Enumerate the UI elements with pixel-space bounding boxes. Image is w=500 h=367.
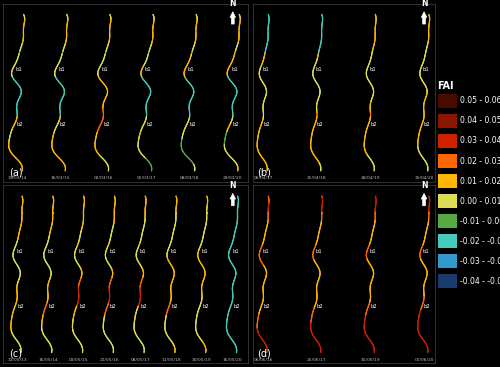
Text: 16/05/14: 16/05/14 [38,357,58,361]
Text: b2: b2 [263,304,270,309]
Text: 02/03/16: 02/03/16 [94,176,113,180]
Text: -0.03 - -0.02: -0.03 - -0.02 [460,257,500,266]
Text: b2: b2 [190,122,196,127]
Text: 0.03 - 0.04: 0.03 - 0.04 [460,137,500,145]
Text: (a): (a) [8,167,22,177]
Text: 03/05/15: 03/05/15 [69,357,88,361]
Text: 16/03/15: 16/03/15 [50,176,70,180]
Text: 06/06/16: 06/06/16 [254,357,273,361]
Text: 0.02 - 0.03: 0.02 - 0.03 [460,156,500,166]
Bar [438,194,456,208]
Text: (c): (c) [8,349,22,359]
Bar [438,234,456,248]
Text: b1: b1 [188,67,194,72]
Text: b2: b2 [141,304,148,309]
Text: 15/06/19: 15/06/19 [360,357,380,361]
Text: 05/03/17: 05/03/17 [136,176,156,180]
Text: b1: b1 [422,67,430,72]
Text: 06/04/17: 06/04/17 [254,176,273,180]
Bar [438,94,456,108]
Text: b1: b1 [16,248,24,254]
Text: b2: b2 [146,122,153,127]
Bar [438,214,456,228]
Text: b1: b1 [262,67,269,72]
Text: 0.05 - 0.06: 0.05 - 0.06 [460,97,500,105]
Bar [438,134,456,148]
Text: 30/04/20: 30/04/20 [414,176,434,180]
Text: b1: b1 [145,67,152,72]
Text: 08/03/18: 08/03/18 [180,176,200,180]
Text: N: N [230,0,236,8]
Text: b2: b2 [424,122,430,127]
Text: -0.04 - -0.03: -0.04 - -0.03 [460,277,500,286]
Text: b2: b2 [103,122,110,127]
Text: 13/05/13: 13/05/13 [8,357,27,361]
Text: N: N [230,181,236,190]
Text: b2: b2 [316,122,324,127]
Text: b1: b1 [140,248,146,254]
Text: b1: b1 [170,248,177,254]
Text: 25/06/17: 25/06/17 [307,357,327,361]
Text: b1: b1 [78,248,85,254]
Text: 13/03/14: 13/03/14 [8,176,27,180]
Text: b2: b2 [172,304,178,309]
Text: (b): (b) [257,167,271,177]
Bar [438,154,456,168]
Text: (d): (d) [257,349,271,359]
Text: b1: b1 [102,67,108,72]
Text: 25/04/18: 25/04/18 [307,176,327,180]
Text: 21/05/16: 21/05/16 [100,357,119,361]
Text: b1: b1 [58,67,66,72]
Text: b1: b1 [48,248,54,254]
Text: b2: b2 [18,304,24,309]
Text: 30/05/19: 30/05/19 [192,357,212,361]
Text: 29/03/20: 29/03/20 [223,176,242,180]
Text: b2: b2 [370,304,377,309]
Text: b1: b1 [369,67,376,72]
Text: b2: b2 [202,304,209,309]
Text: b2: b2 [60,122,66,127]
Text: N: N [421,0,428,8]
Text: b1: b1 [316,67,322,72]
Text: 28/04/19: 28/04/19 [361,176,380,180]
Text: 16/05/20: 16/05/20 [223,357,242,361]
Text: b2: b2 [110,304,116,309]
Text: b1: b1 [262,248,269,254]
Text: b1: b1 [232,248,239,254]
Text: b1: b1 [422,248,430,254]
Text: b2: b2 [424,304,430,309]
Text: b2: b2 [232,122,239,127]
Text: b1: b1 [316,248,322,254]
Text: b1: b1 [202,248,208,254]
Text: -0.02 - -0.01: -0.02 - -0.01 [460,237,500,246]
Text: 08/05/17: 08/05/17 [130,357,150,361]
Text: N: N [421,181,428,190]
Text: 01/06/20: 01/06/20 [414,357,434,361]
Text: b1: b1 [109,248,116,254]
Text: 0.00 - 0.01: 0.00 - 0.01 [460,197,500,206]
Text: b2: b2 [233,304,240,309]
Text: b2: b2 [17,122,24,127]
Text: b1: b1 [369,248,376,254]
Text: b2: b2 [263,122,270,127]
Text: b2: b2 [316,304,324,309]
Bar [438,274,456,288]
Text: b1: b1 [231,67,238,72]
Text: b2: b2 [48,304,55,309]
Text: -0.01 - 0.00: -0.01 - 0.00 [460,217,500,226]
Bar [438,114,456,128]
Text: 0.01 - 0.02: 0.01 - 0.02 [460,177,500,186]
Bar [438,174,456,188]
Text: b1: b1 [16,67,22,72]
Text: FAI: FAI [438,81,454,91]
Text: 11/05/18: 11/05/18 [162,357,181,361]
Text: b2: b2 [79,304,86,309]
Bar [438,254,456,268]
Text: 0.04 - 0.05: 0.04 - 0.05 [460,116,500,126]
Text: b2: b2 [370,122,377,127]
